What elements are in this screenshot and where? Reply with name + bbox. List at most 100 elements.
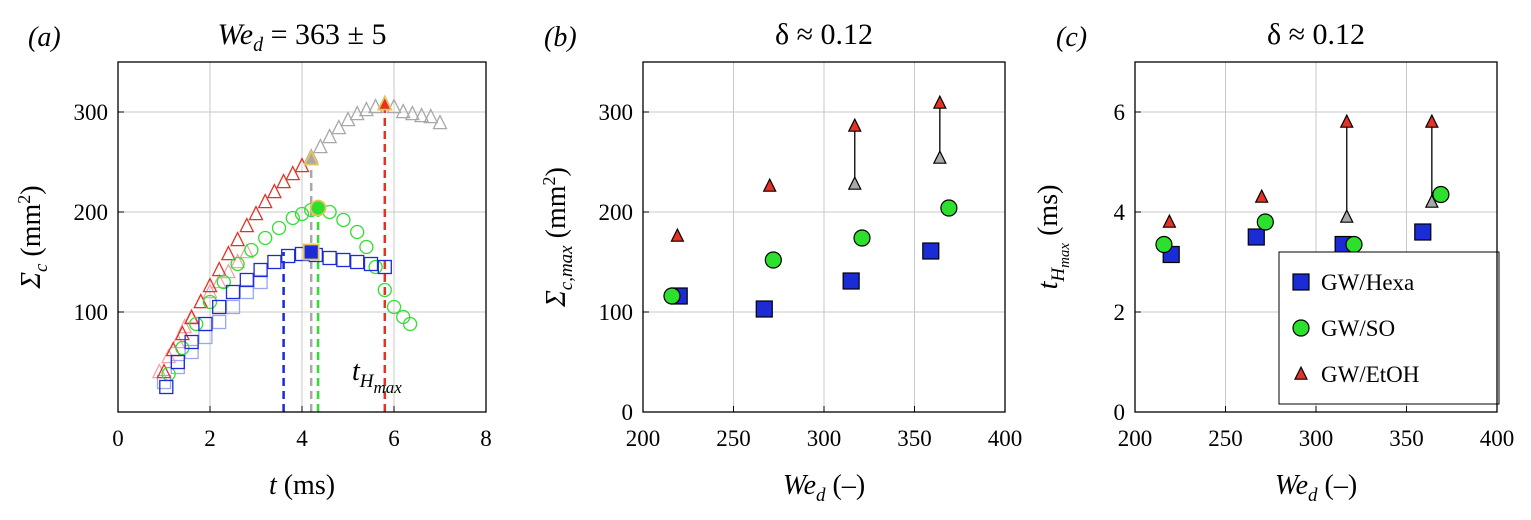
data-point bbox=[847, 175, 862, 190]
data-point bbox=[285, 210, 300, 226]
x-tick-label: 300 bbox=[807, 426, 842, 451]
panel-a-chart: 0 2 4 6 8 100 200 300 Wed = 363 ± 5 t (ms) Σc (mm2… bbox=[14, 18, 492, 501]
data-point bbox=[1247, 228, 1265, 246]
data-point bbox=[216, 274, 231, 290]
data-point bbox=[294, 206, 310, 222]
data-point bbox=[239, 217, 255, 233]
data-point bbox=[239, 272, 254, 288]
data-point bbox=[1339, 113, 1354, 128]
data-point bbox=[762, 177, 777, 192]
highlight-point bbox=[302, 243, 320, 261]
data-point bbox=[1155, 235, 1173, 254]
data-point bbox=[212, 314, 227, 330]
data-series bbox=[670, 94, 947, 242]
data-point bbox=[1432, 185, 1450, 204]
data-point bbox=[225, 299, 241, 315]
data-point bbox=[932, 149, 947, 164]
x-tick-label: 350 bbox=[1389, 426, 1424, 451]
data-point bbox=[202, 294, 218, 310]
data-point bbox=[156, 363, 172, 379]
data-point bbox=[842, 272, 860, 290]
data-point bbox=[1414, 223, 1432, 241]
legend-marker bbox=[1294, 365, 1308, 380]
data-series bbox=[303, 95, 448, 164]
legend-marker bbox=[1292, 273, 1310, 291]
plot-frame bbox=[1134, 61, 1498, 413]
data-point bbox=[271, 220, 287, 236]
data-point bbox=[414, 107, 430, 123]
data-point bbox=[764, 251, 782, 269]
legend-label: GW/SO bbox=[1321, 316, 1395, 341]
x-tick-label: 350 bbox=[897, 426, 932, 451]
data-point bbox=[336, 252, 351, 268]
data-point bbox=[253, 274, 268, 290]
data-point bbox=[220, 245, 236, 261]
data-point bbox=[225, 284, 241, 300]
data-point bbox=[322, 250, 337, 266]
highlight-point bbox=[376, 94, 393, 111]
highlight-point bbox=[303, 149, 320, 166]
y-axis-label: tHmax (ms) bbox=[1033, 185, 1073, 290]
x-tick-label: 250 bbox=[1208, 426, 1243, 451]
data-point bbox=[350, 224, 365, 240]
data-point bbox=[432, 114, 448, 130]
data-point bbox=[212, 299, 227, 315]
data-point bbox=[244, 242, 259, 258]
legend-box bbox=[1278, 251, 1500, 405]
data-series bbox=[1162, 113, 1439, 228]
data-point bbox=[940, 199, 958, 217]
data-series bbox=[151, 243, 255, 379]
data-point bbox=[248, 205, 264, 221]
data-point bbox=[239, 284, 254, 300]
data-series bbox=[847, 149, 947, 190]
chart-title: δ ≈ 0.12 bbox=[1267, 18, 1365, 51]
data-point bbox=[359, 239, 374, 255]
data-point bbox=[670, 227, 685, 242]
data-point bbox=[170, 354, 185, 370]
plot-frame bbox=[117, 61, 487, 413]
data-point bbox=[1424, 113, 1439, 128]
x-tick-label: 400 bbox=[988, 426, 1023, 451]
y-tick-label: 0 bbox=[622, 400, 634, 425]
data-series bbox=[161, 200, 418, 382]
data-point bbox=[184, 344, 199, 360]
data-point bbox=[847, 117, 862, 132]
data-point bbox=[230, 231, 246, 247]
legend-label: GW/EtOH bbox=[1321, 362, 1419, 387]
data-point bbox=[267, 254, 282, 270]
y-tick-label: 300 bbox=[74, 100, 109, 125]
data-point bbox=[1162, 213, 1177, 228]
data-point bbox=[1424, 193, 1439, 208]
data-point bbox=[336, 212, 351, 228]
data-series bbox=[156, 150, 319, 379]
panel-c-chart: 200 250 300 350 400 0 2 4 6 GW/Hexa GW/SO GW/EtOH δ … bbox=[1033, 18, 1514, 506]
x-tick-label: 200 bbox=[1118, 426, 1153, 451]
data-point bbox=[1339, 208, 1354, 223]
data-point bbox=[1256, 213, 1274, 231]
x-tick-label: 2 bbox=[204, 426, 216, 451]
data-point bbox=[395, 103, 411, 119]
plot-frame bbox=[642, 61, 1006, 413]
data-point bbox=[386, 98, 402, 114]
y-tick-label: 100 bbox=[74, 300, 109, 325]
annotation-tHmax: tHmax bbox=[352, 356, 402, 397]
data-point bbox=[198, 316, 213, 332]
data-series bbox=[1339, 193, 1439, 223]
data-point bbox=[312, 138, 328, 154]
x-tick-label: 8 bbox=[480, 426, 492, 451]
data-point bbox=[377, 259, 392, 275]
data-point bbox=[423, 108, 439, 124]
chart-title: Wed = 363 ± 5 bbox=[218, 18, 387, 56]
data-point bbox=[350, 254, 365, 270]
x-axis-label: t (ms) bbox=[269, 470, 335, 501]
panel-b-chart: 200 250 300 350 400 0 100 200 300 δ ≈ 0.12 Wed (–)… bbox=[539, 18, 1022, 506]
data-point bbox=[253, 262, 268, 278]
data-point bbox=[202, 277, 218, 293]
y-axis-label: Σc,max (mm2) bbox=[539, 167, 577, 308]
x-tick-label: 4 bbox=[296, 426, 308, 451]
y-tick-label: 300 bbox=[599, 100, 634, 125]
x-tick-label: 400 bbox=[1480, 426, 1515, 451]
x-tick-label: 300 bbox=[1299, 426, 1334, 451]
data-point bbox=[402, 316, 418, 332]
